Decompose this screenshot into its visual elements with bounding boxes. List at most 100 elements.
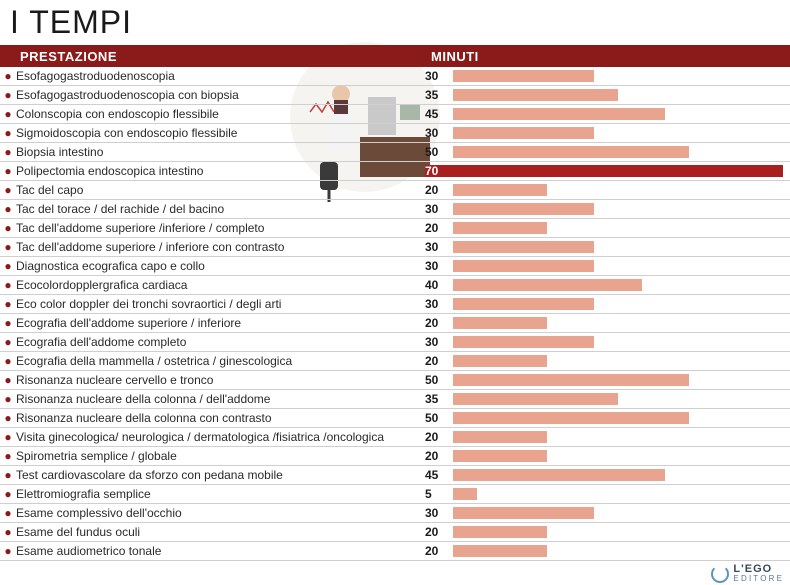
bar [453, 279, 642, 291]
bar-container [453, 411, 784, 425]
minutes-value: 20 [425, 354, 453, 368]
service-name: Colonscopia con endoscopio flessibile [16, 107, 425, 121]
bar [453, 488, 477, 500]
bullet-icon: ● [0, 545, 16, 557]
bar-container [453, 297, 784, 311]
bar [453, 70, 594, 82]
service-name: Polipectomia endoscopica intestino [16, 164, 425, 178]
bullet-icon: ● [0, 355, 16, 367]
bullet-icon: ● [0, 336, 16, 348]
bar [453, 374, 689, 386]
bar-container [453, 183, 784, 197]
bar-container [453, 354, 784, 368]
bar [453, 355, 547, 367]
service-name: Esofagogastroduodenoscopia [16, 69, 425, 83]
bullet-icon: ● [0, 279, 16, 291]
bullet-icon: ● [0, 108, 16, 120]
minutes-value: 30 [425, 259, 453, 273]
bar-container [453, 430, 784, 444]
bar [453, 203, 594, 215]
table-row: ●Tac del capo20 [0, 181, 790, 200]
table-row: ●Elettromiografia semplice5 [0, 485, 790, 504]
minutes-value: 45 [425, 107, 453, 121]
minutes-value: 30 [425, 506, 453, 520]
bar-container [453, 468, 784, 482]
bar-container [453, 202, 784, 216]
bar [453, 127, 594, 139]
minutes-value: 30 [425, 126, 453, 140]
service-name: Tac dell'addome superiore /inferiore / c… [16, 221, 425, 235]
minutes-value: 20 [425, 430, 453, 444]
table-row: ●Ecografia dell'addome completo30 [0, 333, 790, 352]
bar [453, 260, 594, 272]
bullet-icon: ● [0, 507, 16, 519]
table-row: ●Spirometria semplice / globale20 [0, 447, 790, 466]
minutes-value: 50 [425, 145, 453, 159]
bullet-icon: ● [0, 412, 16, 424]
bar-container [453, 126, 784, 140]
service-name: Tac del capo [16, 183, 425, 197]
bullet-icon: ● [0, 260, 16, 272]
bar-container [453, 373, 784, 387]
service-name: Elettromiografia semplice [16, 487, 425, 501]
table-row: ●Sigmoidoscopia con endoscopio flessibil… [0, 124, 790, 143]
bar-container [453, 335, 784, 349]
service-name: Spirometria semplice / globale [16, 449, 425, 463]
table-row: ●Risonanza nucleare della colonna / dell… [0, 390, 790, 409]
minutes-value: 20 [425, 544, 453, 558]
table-row: ●Esame del fundus oculi20 [0, 523, 790, 542]
bar-container [453, 316, 784, 330]
bar [453, 108, 665, 120]
table-row: ●Ecografia dell'addome superiore / infer… [0, 314, 790, 333]
bullet-icon: ● [0, 393, 16, 405]
bar-container [453, 487, 784, 501]
service-name: Risonanza nucleare della colonna con con… [16, 411, 425, 425]
bar [453, 298, 594, 310]
table-row: ●Diagnostica ecografica capo e collo30 [0, 257, 790, 276]
service-name: Risonanza nucleare della colonna / dell'… [16, 392, 425, 406]
bullet-icon: ● [0, 526, 16, 538]
bullet-icon: ● [0, 70, 16, 82]
header-minuti: MINUTI [425, 49, 790, 64]
publisher-logo: L'EGO E D I T O R E [711, 564, 782, 583]
service-name: Esofagogastroduodenoscopia con biopsia [16, 88, 425, 102]
bar-container [453, 69, 784, 83]
bullet-icon: ● [0, 298, 16, 310]
bar-container [453, 221, 784, 235]
bar [453, 241, 594, 253]
minutes-value: 20 [425, 316, 453, 330]
bar-container [453, 449, 784, 463]
minutes-value: 35 [425, 88, 453, 102]
table-row: ●Ecocolordopplergrafica cardiaca40 [0, 276, 790, 295]
service-name: Eco color doppler dei tronchi sovraortic… [16, 297, 425, 311]
service-name: Test cardiovascolare da sforzo con pedan… [16, 468, 425, 482]
bar [453, 89, 618, 101]
table-row: ●Tac del torace / del rachide / del baci… [0, 200, 790, 219]
bar-container [453, 544, 784, 558]
bullet-icon: ● [0, 431, 16, 443]
bullet-icon: ● [0, 450, 16, 462]
table-row: ●Risonanza nucleare cervello e tronco50 [0, 371, 790, 390]
service-name: Ecografia della mammella / ostetrica / g… [16, 354, 425, 368]
service-name: Risonanza nucleare cervello e tronco [16, 373, 425, 387]
table-row: ●Risonanza nucleare della colonna con co… [0, 409, 790, 428]
bar [453, 526, 547, 538]
logo-ring-icon [711, 565, 729, 583]
bar [453, 450, 547, 462]
table-row: ●Eco color doppler dei tronchi sovraorti… [0, 295, 790, 314]
table-row: ●Ecografia della mammella / ostetrica / … [0, 352, 790, 371]
header-prestazione: PRESTAZIONE [0, 49, 425, 64]
bar [453, 393, 618, 405]
table-row: ●Tac dell'addome superiore / inferiore c… [0, 238, 790, 257]
service-name: Tac del torace / del rachide / del bacin… [16, 202, 425, 216]
minutes-value: 35 [425, 392, 453, 406]
bar-container [453, 164, 784, 178]
bar-container [453, 88, 784, 102]
bullet-icon: ● [0, 146, 16, 158]
minutes-value: 30 [425, 202, 453, 216]
bar [453, 412, 689, 424]
bar [453, 336, 594, 348]
service-name: Ecografia dell'addome superiore / inferi… [16, 316, 425, 330]
bar [453, 469, 665, 481]
bar [453, 507, 594, 519]
